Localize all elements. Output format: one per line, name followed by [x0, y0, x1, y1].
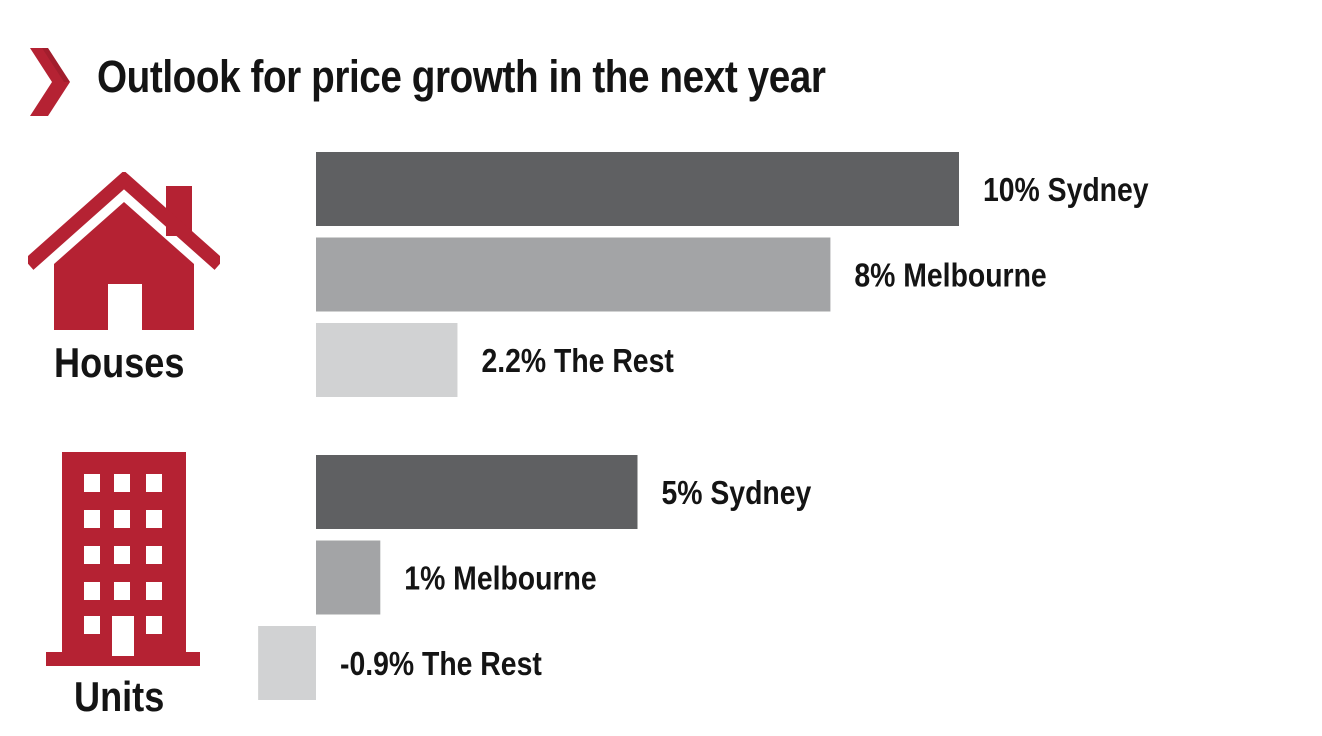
data-label-units-melbourne: 1% Melbourne: [404, 559, 596, 597]
data-label-units-the-rest: -0.9% The Rest: [340, 645, 542, 683]
bar-units-melbourne: [316, 540, 381, 615]
houses-label: Houses: [54, 339, 185, 386]
data-label-houses-the-rest: 2.2% The Rest: [481, 342, 673, 380]
house-icon: [28, 172, 220, 330]
bar-units-the-rest: [258, 626, 316, 700]
data-label-houses-sydney: 10% Sydney: [983, 171, 1149, 209]
units-label: Units: [74, 673, 165, 720]
bar-houses-sydney: [316, 152, 959, 226]
bar-houses-the-rest: [316, 323, 458, 397]
data-label-units-sydney: 5% Sydney: [662, 474, 812, 512]
bars-layer: [258, 152, 959, 700]
bar-houses-melbourne: [316, 237, 831, 312]
bar-units-sydney: [316, 455, 638, 529]
data-labels-layer: 10% Sydney 8% Melbourne 2.2% The Rest 5% Sy…: [340, 171, 1149, 683]
chevron-right-icon: [30, 48, 70, 116]
apartment-building-icon: [46, 452, 200, 666]
page-title: Outlook for price growth in the next yea…: [97, 51, 826, 102]
data-label-houses-melbourne: 8% Melbourne: [854, 256, 1046, 294]
